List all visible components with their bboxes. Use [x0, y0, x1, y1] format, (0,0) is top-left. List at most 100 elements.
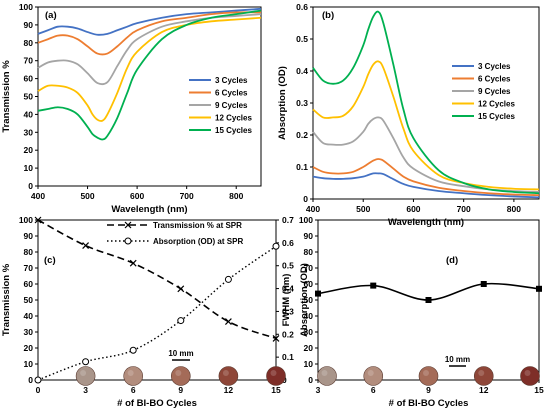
- panel-b-y-tick-label: 0: [303, 194, 308, 204]
- panel-c-absorption-line: [37, 245, 277, 381]
- panel-c-sample-photo: [266, 366, 286, 386]
- panel-a-y-tick-label: 60: [24, 74, 34, 84]
- panel-b-series-line: [312, 10, 540, 195]
- panel-c-y2-tick-label: 0.3: [282, 306, 294, 316]
- panel-d-y-tick-label: 80: [304, 247, 314, 257]
- panel-d-y-tick-label: 10: [304, 359, 314, 369]
- panel-d-y-tick-label: 70: [304, 263, 314, 273]
- panel-d-sample-photo-highlight: [367, 370, 374, 376]
- panel-b-legend-label: 6 Cycles: [478, 75, 511, 84]
- panel-c-sample-photo: [171, 366, 191, 386]
- panel-d-fwhm-marker: [315, 290, 321, 297]
- panel-a-legend-label: 15 Cycles: [215, 126, 252, 135]
- panel-c-y-tick-label: 80: [24, 247, 34, 257]
- panel-c-sample-photo-highlight: [127, 370, 134, 376]
- panel-c-y-tick-label: 100: [19, 215, 33, 225]
- panel-a-panel-label: (a): [45, 10, 57, 21]
- panel-c-absorption-marker: [177, 317, 185, 325]
- panel-a-x-tick-label: 600: [130, 191, 144, 201]
- panel-c-sample-photo-highlight: [222, 370, 229, 376]
- panel-c-transmission-marker: [272, 334, 280, 342]
- panel-c-sample-photo-highlight: [270, 370, 277, 376]
- panel-c-legend-marker: [124, 221, 132, 229]
- panel-a-y-tick-label: 10: [24, 163, 34, 173]
- panel-d-x-tick-label: 6: [371, 385, 376, 395]
- panel-d-y-tick-label: 20: [304, 343, 314, 353]
- panel-c-x-tick-label: 0: [36, 385, 41, 395]
- panel-b-legend-label: 12 Cycles: [478, 100, 515, 109]
- panel-c-x-tick-label: 15: [271, 385, 281, 395]
- panel-b-x-tick-label: 400: [306, 204, 320, 214]
- panel-b-y-tick-label: 0.1: [296, 162, 308, 172]
- panel-a-legend-label: 9 Cycles: [215, 101, 248, 110]
- panel-c-y2-axis-label: Absorption (OD): [299, 263, 310, 337]
- panel-c-y-axis-label: Transmission %: [1, 263, 12, 336]
- panel-d-panel-label: (d): [446, 255, 458, 266]
- panel-a-y-tick-label: 50: [24, 92, 34, 102]
- panel-b-y-tick-label: 0.2: [296, 130, 308, 140]
- panel-a-x-tick-label: 800: [229, 191, 243, 201]
- panel-a-x-axis-label: Wavelength (nm): [111, 204, 187, 215]
- panel-c-scale-bar-label: 10 mm: [168, 349, 193, 358]
- panel-c-sample-photo: [75, 366, 96, 386]
- panel-c-transmission-marker: [82, 242, 90, 250]
- panel-d-x-tick-label: 3: [316, 385, 321, 395]
- panel-b-absorption-spectra: 400 500 600 700 800 0 0.1 0.2 0.3 0.4 0.5 0.6 Wavele…: [277, 2, 540, 228]
- panel-a-y-tick-label: 0: [28, 181, 33, 191]
- panel-c-y-tick-label: 40: [24, 311, 34, 321]
- panel-c-y-tick-label: 90: [24, 231, 34, 241]
- panel-d-fwhm-marker: [370, 282, 377, 289]
- panel-d-y-tick-label: 60: [304, 279, 314, 289]
- panel-c-spr-vs-cycles: 0 3 6 9 12 15 0 10 20 30 40 50 60 70 80 90 100 0 0.1 0.2 0.3…: [1, 215, 310, 409]
- panel-d-scale-bar-label: 10 mm: [445, 355, 470, 364]
- panel-a-x-tick-label: 400: [31, 191, 45, 201]
- panel-b-series-line: [312, 172, 540, 199]
- panel-d-sample-photo: [418, 366, 439, 386]
- panel-a-x-tick-label: 700: [180, 191, 194, 201]
- panel-a-transmission-spectra: 400 500 600 700 800 0 10 20 30 40 50 60 70 80 90 100 Wav…: [1, 2, 262, 215]
- panel-d-sample-photo-highlight: [423, 370, 429, 376]
- panel-b-y-tick-label: 0.4: [296, 66, 308, 76]
- panel-a-y-tick-label: 80: [24, 38, 34, 48]
- panel-c-sample-photo: [123, 366, 143, 386]
- panel-c-panel-label: (c): [44, 255, 56, 266]
- panel-c-sample-photo-highlight: [80, 370, 87, 376]
- panel-a-legend-label: 6 Cycles: [215, 89, 248, 98]
- panel-c-legend-label: Absorption (OD) at SPR: [153, 237, 243, 246]
- panel-c-transmission-marker: [129, 259, 137, 267]
- panel-d-x-tick-label: 12: [479, 385, 489, 395]
- panel-c-y2-tick-label: 0.2: [282, 329, 294, 339]
- panel-c-sample-photo: [218, 366, 239, 386]
- panel-d-fwhm-marker: [425, 297, 432, 303]
- panel-a-y-tick-label: 100: [19, 2, 33, 12]
- panel-c-transmission-line: [37, 219, 277, 340]
- panel-b-x-tick-label: 500: [356, 204, 370, 214]
- panel-c-y-tick-label: 20: [24, 343, 34, 353]
- panel-d-sample-photo: [520, 366, 540, 386]
- panel-d-y-tick-label: 90: [304, 231, 314, 241]
- panel-b-y-tick-label: 0.6: [296, 2, 308, 12]
- panel-a-y-tick-label: 90: [24, 20, 34, 30]
- panel-b-series-line: [312, 116, 540, 193]
- panel-a-series-line: [37, 7, 262, 36]
- panel-a-y-tick-label: 70: [24, 56, 34, 66]
- panel-a-x-tick-label: 500: [80, 191, 94, 201]
- panel-c-transmission-marker: [177, 285, 185, 293]
- panel-c-transmission-marker: [34, 216, 42, 224]
- panel-a-y-tick-label: 30: [24, 127, 34, 137]
- panel-c-absorption-marker: [82, 358, 90, 366]
- panel-b-x-tick-label: 800: [507, 204, 521, 214]
- panel-a-legend-label: 12 Cycles: [215, 114, 252, 123]
- panel-c-y-tick-label: 0: [28, 375, 33, 385]
- panel-b-x-tick-label: 600: [406, 204, 420, 214]
- panel-d-sample-photo-highlight: [524, 370, 531, 376]
- panel-d-y-tick-label: 30: [304, 327, 314, 337]
- panel-c-sample-photo-highlight: [175, 370, 182, 376]
- panel-c-y-tick-label: 30: [24, 327, 34, 337]
- panel-b-y-tick-label: 0.3: [296, 98, 308, 108]
- panel-c-y-tick-label: 70: [24, 263, 34, 273]
- panel-c-y2-tick-label: 0.1: [282, 352, 294, 362]
- panel-c-y-tick-label: 60: [24, 279, 34, 289]
- panel-d-x-tick-label: 15: [534, 385, 544, 395]
